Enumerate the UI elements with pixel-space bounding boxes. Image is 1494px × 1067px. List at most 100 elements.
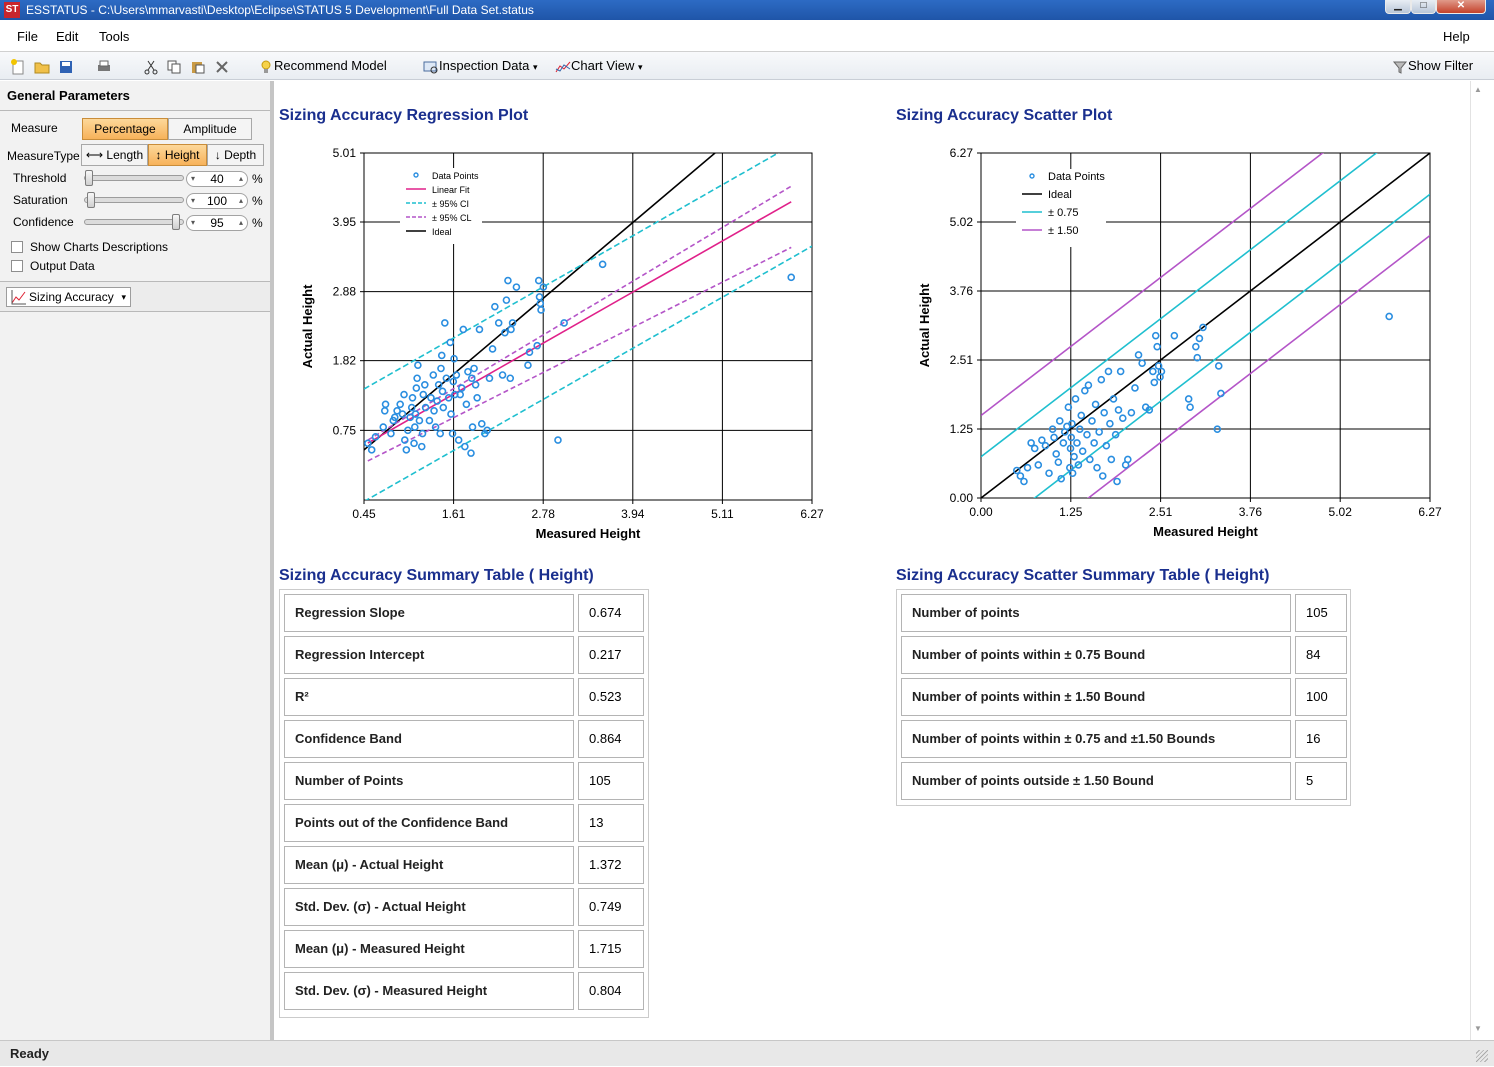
scatter-plot: 0.00 1.25 2.51 3.76 5.02 6.27 0.00 1.25 2.51 3.76… (917, 146, 1442, 539)
saturation-label: Saturation (13, 193, 68, 207)
data-point (441, 319, 449, 327)
close-button[interactable]: ✕ (1436, 0, 1486, 14)
data-point (1027, 439, 1035, 447)
confidence-slider-thumb[interactable] (172, 214, 180, 230)
resize-grip[interactable] (1476, 1050, 1488, 1062)
data-point (1109, 395, 1118, 403)
legend-marker (1029, 173, 1035, 179)
data-point (406, 413, 414, 422)
chevron-down-icon: ▾ (637, 62, 643, 72)
data-point (449, 377, 458, 386)
vertical-scrollbar[interactable]: ▲ ▼ (1470, 81, 1486, 1040)
data-point (427, 393, 435, 402)
threshold-spinner[interactable]: ▾ 40 ▴ (186, 171, 248, 187)
measure-type-depth-option[interactable]: ↓ Depth (207, 144, 264, 166)
delete-icon[interactable] (214, 56, 230, 76)
y-tick-label: 6.27 (950, 146, 974, 160)
data-point (475, 325, 484, 334)
inspection-data-button[interactable]: Inspection Data ▾ (423, 56, 538, 76)
data-point (539, 283, 548, 291)
data-point (393, 407, 401, 415)
data-point (436, 429, 445, 438)
show-filter-button[interactable]: Show Filter (1392, 56, 1473, 76)
saturation-unit: % (252, 194, 263, 208)
saturation-spinner[interactable]: ▾ 100 ▴ (186, 193, 248, 209)
confidence-spinner[interactable]: ▾ 95 ▴ (186, 215, 248, 231)
y-tick-label: 3.76 (950, 284, 974, 298)
data-point (404, 426, 412, 435)
data-point (473, 393, 481, 402)
data-point (438, 387, 447, 396)
data-point (407, 403, 416, 412)
chevron-down-icon: ▾ (532, 62, 538, 72)
scroll-down-icon[interactable]: ▼ (1474, 1024, 1482, 1033)
data-point (508, 319, 517, 327)
data-point (1020, 477, 1028, 486)
bound-075-upper-line (981, 153, 1378, 458)
data-point (494, 319, 503, 327)
menu-file[interactable]: File (17, 29, 38, 44)
saturation-slider[interactable] (84, 192, 184, 208)
data-point (1064, 403, 1073, 412)
sizing-accuracy-dropdown[interactable]: Sizing Accuracy ▾ (6, 287, 131, 307)
new-file-icon[interactable] (10, 56, 26, 76)
data-point (1134, 351, 1143, 359)
data-point (1127, 408, 1136, 417)
print-icon[interactable] (96, 56, 112, 76)
menu-tools[interactable]: Tools (99, 29, 130, 44)
measure-percentage-option[interactable]: Percentage (82, 118, 168, 140)
row-value: 16 (1295, 720, 1347, 758)
copy-icon[interactable] (166, 56, 182, 76)
saturation-slider-thumb[interactable] (87, 192, 95, 208)
regression-plot: 0.45 1.61 2.78 3.94 5.11 6.27 0.75 1.82 2.88 3.95… (300, 146, 824, 541)
row-value: 0.523 (578, 678, 644, 716)
ci-lower-line (365, 245, 812, 500)
data-point (1138, 359, 1146, 367)
show-charts-descriptions-checkbox[interactable] (11, 241, 23, 253)
legend-label: ± 1.50 (1048, 225, 1079, 237)
data-point (430, 407, 438, 415)
measure-type-length-option[interactable]: ⟷ Length (81, 144, 148, 166)
confidence-slider[interactable] (84, 214, 184, 230)
paste-icon[interactable] (190, 56, 206, 76)
inspection-data-label: Inspection Data (439, 58, 530, 73)
data-point (485, 374, 494, 383)
measure-label: Measure (11, 121, 58, 135)
threshold-slider[interactable] (84, 170, 184, 186)
output-data-checkbox[interactable] (11, 260, 23, 272)
data-point (408, 393, 417, 402)
data-point (410, 439, 418, 448)
cut-icon[interactable] (143, 56, 159, 76)
legend-label: ± 95% CI (432, 199, 469, 209)
row-value: 1.372 (578, 846, 644, 884)
measure-amplitude-option[interactable]: Amplitude (168, 118, 252, 140)
x-tick-label: 2.51 (1149, 505, 1173, 519)
row-label: Std. Dev. (σ) - Measured Height (284, 972, 574, 1010)
row-value: 13 (578, 804, 644, 842)
data-point (418, 429, 427, 438)
data-point (444, 393, 453, 402)
scroll-up-icon[interactable]: ▲ (1474, 85, 1482, 94)
legend-label: ± 95% CL (432, 213, 471, 223)
data-point (1106, 419, 1114, 428)
data-point (1217, 389, 1225, 398)
menu-help[interactable]: Help (1443, 29, 1470, 44)
chart-view-button[interactable]: Chart View ▾ (555, 56, 643, 76)
data-point (1068, 419, 1076, 428)
y-tick-label: 5.01 (333, 146, 357, 160)
panel-splitter[interactable] (270, 81, 274, 1040)
data-point (498, 371, 507, 379)
open-folder-icon[interactable] (34, 56, 50, 76)
measure-type-label: MeasureType (7, 149, 80, 163)
data-point (1070, 452, 1078, 461)
data-point (396, 400, 404, 409)
data-point (1045, 469, 1053, 478)
maximize-button[interactable]: □ (1411, 0, 1436, 14)
minimize-button[interactable]: ▁ (1385, 0, 1411, 14)
recommend-model-button[interactable]: Recommend Model (258, 56, 387, 76)
threshold-slider-thumb[interactable] (85, 170, 93, 186)
measure-type-height-option[interactable]: ↕ Height (148, 144, 207, 166)
data-point (419, 390, 428, 399)
menu-edit[interactable]: Edit (56, 29, 79, 44)
save-icon[interactable] (58, 56, 74, 76)
